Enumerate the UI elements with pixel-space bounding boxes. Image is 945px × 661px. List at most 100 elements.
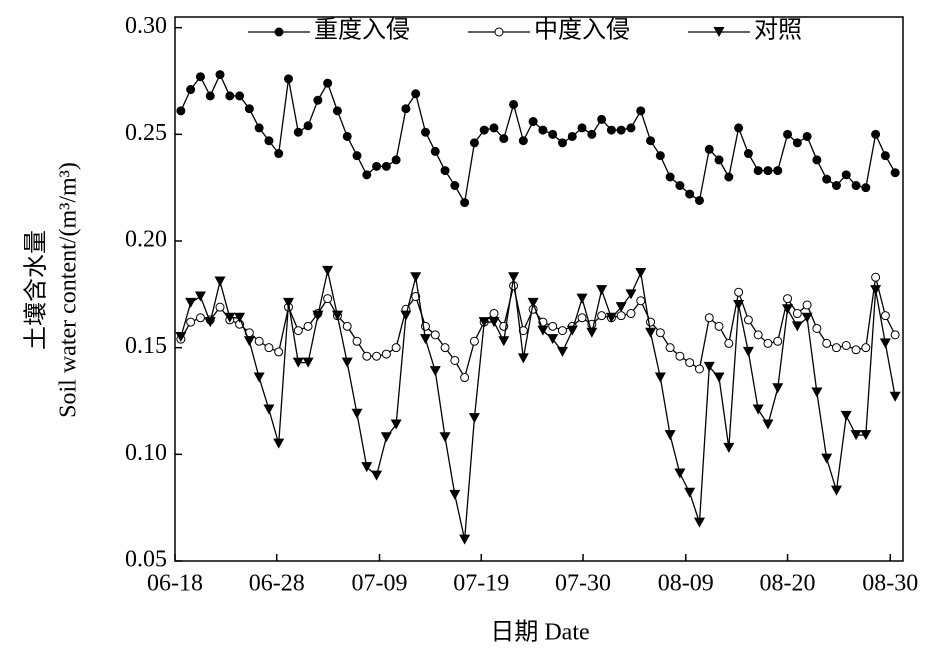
marker	[400, 310, 412, 321]
marker	[176, 106, 186, 116]
marker	[440, 343, 450, 353]
marker	[752, 404, 764, 415]
marker	[419, 334, 431, 345]
marker	[215, 70, 225, 80]
marker	[635, 268, 647, 278]
y-axis-label: 土壤含水量	[23, 230, 50, 350]
marker	[411, 89, 421, 99]
marker	[880, 151, 890, 161]
marker	[302, 357, 314, 368]
marker	[626, 123, 636, 133]
marker	[351, 408, 363, 419]
marker	[234, 312, 246, 323]
y-tick-label: 0.15	[125, 333, 167, 359]
marker	[890, 168, 900, 178]
marker	[498, 336, 510, 347]
marker	[215, 302, 225, 312]
marker	[468, 413, 480, 424]
marker	[812, 155, 822, 165]
marker	[331, 310, 343, 321]
marker	[175, 332, 187, 342]
marker	[783, 294, 793, 304]
marker	[753, 166, 763, 176]
marker	[773, 166, 783, 176]
x-tick-label: 07-30	[555, 571, 611, 597]
marker	[509, 99, 519, 109]
series-line	[180, 277, 896, 380]
marker	[371, 470, 383, 481]
marker	[851, 181, 861, 191]
marker	[450, 355, 460, 365]
marker	[411, 291, 421, 301]
x-tick-label: 07-19	[453, 571, 509, 597]
marker	[460, 373, 470, 383]
marker	[556, 346, 568, 357]
marker	[693, 517, 705, 528]
marker	[469, 336, 479, 346]
x-tick-label: 08-09	[658, 571, 714, 597]
marker	[636, 296, 646, 306]
marker	[782, 304, 794, 315]
legend-marker	[713, 27, 725, 37]
marker	[283, 297, 295, 308]
legend-marker	[274, 27, 284, 37]
marker	[615, 302, 627, 313]
marker	[430, 330, 440, 340]
marker	[791, 321, 803, 332]
marker	[186, 85, 196, 95]
x-tick-label: 06-28	[249, 571, 305, 597]
marker	[518, 136, 528, 146]
marker	[557, 326, 567, 336]
marker	[479, 125, 489, 135]
plot-frame	[174, 16, 904, 562]
marker	[812, 323, 822, 333]
marker	[509, 281, 519, 291]
marker	[850, 430, 862, 441]
marker	[762, 419, 774, 430]
marker	[801, 312, 813, 323]
marker	[499, 134, 509, 144]
marker	[763, 338, 773, 348]
marker	[802, 300, 812, 310]
marker	[704, 313, 714, 323]
x-tick-label: 08-20	[760, 571, 816, 597]
marker	[616, 125, 626, 135]
marker	[508, 272, 520, 283]
marker	[312, 310, 324, 321]
marker	[861, 343, 871, 353]
marker	[675, 351, 685, 361]
marker	[880, 311, 890, 321]
marker	[264, 136, 274, 146]
marker	[537, 325, 549, 336]
marker	[645, 327, 657, 338]
marker	[879, 338, 891, 349]
marker	[841, 341, 851, 351]
marker	[293, 127, 303, 137]
marker	[263, 404, 275, 415]
marker	[557, 138, 567, 148]
marker	[527, 297, 539, 308]
marker	[214, 276, 226, 287]
marker	[830, 485, 842, 496]
marker	[528, 117, 538, 127]
marker	[235, 91, 245, 101]
marker	[195, 72, 205, 82]
marker	[489, 309, 499, 319]
marker	[303, 121, 313, 131]
marker	[254, 336, 264, 346]
marker	[734, 123, 744, 133]
marker	[831, 343, 841, 353]
marker	[194, 291, 206, 302]
marker	[488, 317, 500, 328]
marker	[342, 321, 352, 331]
marker	[274, 347, 284, 357]
marker	[665, 343, 675, 353]
x-tick-label: 07-09	[352, 571, 408, 597]
marker	[723, 442, 735, 453]
y-axis-label-en: Soil water content/(m³/m³)	[56, 162, 82, 418]
marker	[626, 309, 636, 319]
legend-marker	[494, 27, 504, 37]
marker	[420, 127, 430, 137]
marker	[254, 123, 264, 133]
